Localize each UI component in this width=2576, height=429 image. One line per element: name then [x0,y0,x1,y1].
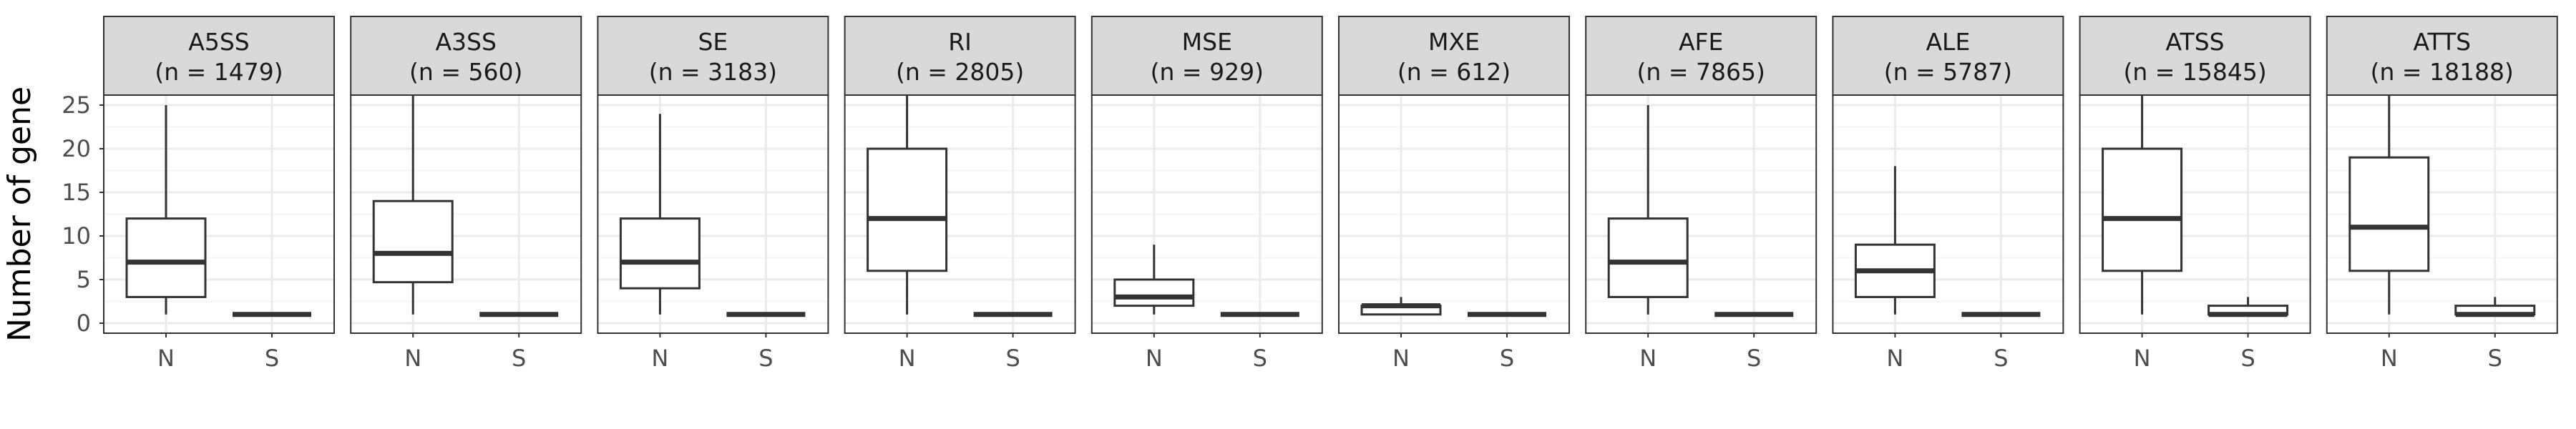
facet-panel-afe: AFE(n = 7865) N S [1585,16,1818,372]
facet-strip [2079,16,2311,96]
facet-strip-count: (n = 612) [1397,58,1511,86]
box-mse-n [1113,245,1195,315]
facet-strip-count: (n = 560) [409,58,522,86]
box-atss-s [2207,297,2289,317]
x-tick-label: S [2488,345,2502,372]
x-tick-label: N [651,345,668,372]
facet-strip-title: ATTS [2413,28,2471,56]
x-tick-label: N [899,345,916,372]
x-tick-label: S [512,345,526,372]
facet-panel-ale: ALE(n = 5787) N S [1832,16,2064,372]
x-tick-label: S [758,345,773,372]
x-tick-label: N [404,345,421,372]
box-iqr [2348,156,2430,272]
box-iqr [1113,278,1195,307]
facet-panel-mxe: MXE(n = 612) N S [1338,16,1570,372]
facet-strip-count: (n = 1479) [155,58,283,86]
facet-strip [844,16,1076,96]
facet-panel-se: SE(n = 3183) N S [597,16,829,372]
facet-strip-title: A5SS [188,28,249,56]
facet-strip-count: (n = 18188) [2371,58,2514,86]
x-tick-label: N [1146,345,1163,372]
facet-strip-count: (n = 929) [1151,58,1264,86]
facet-strip [1338,16,1570,96]
y-axis-title: Number of gene [1,87,38,342]
facet-strip [350,16,582,96]
facet-strip-title: MXE [1428,28,1480,56]
x-tick-label: N [1886,345,1903,372]
facet-panel-ri: RI(n = 2805) N S [844,16,1076,372]
box-a3ss-n [372,95,454,315]
box-mxe-n [1360,297,1442,316]
facet-strip [1091,16,1323,96]
facet-strip-count: (n = 2805) [896,58,1024,86]
facet-panel-a5ss: A5SS(n = 1479) N S [103,16,335,372]
x-tick-label: N [2134,345,2151,372]
x-tick-label: N [2381,345,2398,372]
y-tick-label: 0 [77,310,91,337]
facet-strip-title: ATSS [2166,28,2225,56]
x-tick-label: S [2240,345,2255,372]
y-tick-label: 5 [77,266,91,293]
box-atts-n [2348,95,2430,315]
y-tick-label: 10 [62,222,91,250]
facet-strip-title: MSE [1182,28,1232,56]
x-tick-label: N [1639,345,1657,372]
box-atts-s [2454,297,2536,317]
box-afe-n [1607,105,1689,315]
box-atss-n [2102,95,2183,315]
x-tick-label: N [157,345,175,372]
x-tick-label: S [1005,345,1020,372]
facet-panel-atss: ATSS(n = 15845) N S [2079,16,2311,372]
facet-strip-title: A3SS [435,28,496,56]
x-tick-label: S [1994,345,2008,372]
box-iqr [1607,217,1689,298]
facet-strip-title: ALE [1926,28,1970,56]
facet-strip [1585,16,1818,96]
box-iqr [125,217,207,298]
facet-strip [1832,16,2064,96]
facet-panel-atts: ATTS(n = 18188) N S [2326,16,2558,372]
y-tick-label: 20 [62,135,91,162]
facet-strip-count: (n = 7865) [1637,58,1765,86]
box-ri-n [867,95,948,315]
facet-strip-count: (n = 3183) [649,58,777,86]
x-tick-label: S [1500,345,1514,372]
facet-strip [597,16,829,96]
facet-strip-count: (n = 15845) [2123,58,2266,86]
facet-strip [103,16,335,96]
box-iqr [619,217,701,290]
facet-strip [2326,16,2558,96]
y-tick-label: 15 [62,179,91,206]
x-tick-label: S [265,345,279,372]
box-se-n [619,114,701,315]
facet-strip-count: (n = 5787) [1884,58,2012,86]
y-tick-label: 25 [62,92,91,119]
facet-strip-title: AFE [1679,28,1723,56]
x-tick-label: N [1392,345,1410,372]
box-iqr [2102,147,2183,272]
box-a5ss-n [125,105,207,315]
facet-panel-mse: MSE(n = 929) N S [1091,16,1323,372]
box-iqr [867,147,948,272]
facet-panel-a3ss: A3SS(n = 560) N S [350,16,582,372]
box-ale-n [1854,166,1936,315]
x-tick-label: S [1253,345,1267,372]
facet-strip-title: SE [698,28,728,56]
box-iqr [372,199,454,284]
x-tick-label: S [1747,345,1761,372]
facet-strip-title: RI [948,28,972,56]
